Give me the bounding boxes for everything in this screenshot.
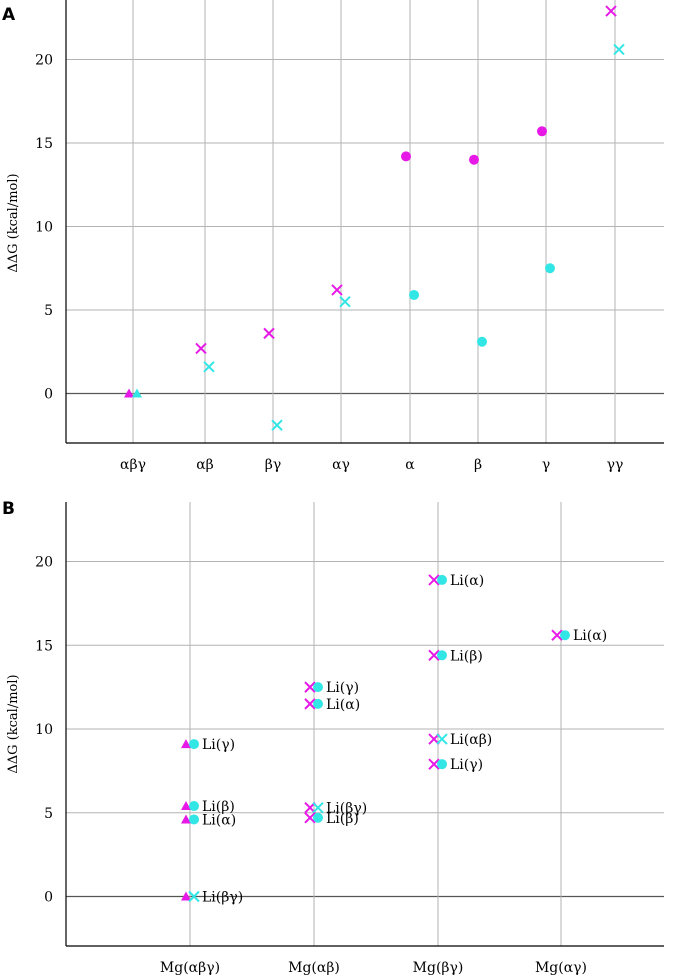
panel-b-label: B — [2, 499, 15, 519]
x-tick-label: γ — [542, 457, 550, 473]
point-label: Li(β) — [326, 811, 359, 827]
point-x-magenta — [428, 758, 440, 770]
point-circle-cyan — [560, 630, 570, 641]
point-x-magenta — [331, 284, 343, 296]
panel-a-y-ticks: 0 5 10 15 20 — [35, 53, 53, 403]
point-x-magenta — [605, 5, 617, 17]
point-x-cyan — [436, 733, 448, 745]
point-label: Li(β) — [202, 799, 235, 815]
x-tick-label: Mg(αβγ) — [160, 960, 220, 976]
point-label: Li(βγ) — [202, 890, 243, 906]
point-circle-cyan — [477, 336, 487, 347]
x-tick-label: Mg(αβ) — [288, 960, 340, 976]
point-circle-cyan — [437, 759, 447, 770]
panel-b-grid — [66, 502, 664, 946]
y-tick-label: 10 — [35, 220, 53, 236]
y-tick-label: 0 — [44, 387, 53, 403]
point-x-cyan — [188, 890, 200, 903]
point-circle-cyan — [313, 812, 323, 823]
x-tick-label: αβγ — [120, 457, 146, 473]
x-tick-label: β — [474, 457, 482, 473]
y-tick-label: 5 — [44, 806, 53, 822]
point-x-magenta — [304, 698, 316, 710]
point-label: Li(βγ) — [326, 801, 367, 817]
point-x-magenta — [263, 327, 275, 340]
point-circle-cyan — [189, 739, 199, 750]
point-label: Li(α) — [573, 628, 607, 644]
point-triangle-magenta — [181, 814, 191, 824]
x-tick-label: α — [405, 457, 415, 473]
point-x-magenta — [195, 342, 207, 355]
point-label: Li(α) — [202, 812, 236, 828]
x-tick-label: αβ — [196, 457, 214, 473]
panel-a-axes — [65, 0, 664, 444]
point-triangle-cyan — [132, 388, 142, 398]
y-tick-label: 15 — [35, 638, 53, 654]
panel-b-points: Li(γ)Li(β)Li(α)Li(βγ)Li(γ)Li(α)Li(βγ)Li(… — [181, 573, 607, 906]
point-circle-cyan — [409, 289, 419, 300]
point-x-magenta — [304, 681, 316, 693]
point-x-magenta — [304, 812, 316, 824]
point-circle-cyan — [189, 801, 199, 812]
x-tick-label: Mg(αγ) — [535, 960, 587, 976]
point-triangle-magenta — [181, 801, 191, 811]
panel-b-y-axis-title: ΔΔG (kcal/mol) — [6, 674, 21, 773]
panel-a-points — [124, 5, 625, 431]
point-label: Li(α) — [326, 697, 360, 713]
panel-b-x-ticks: Mg(αβγ) Mg(αβ) Mg(βγ) Mg(αγ) — [160, 960, 587, 976]
point-label: Li(γ) — [326, 680, 359, 696]
point-x-magenta — [428, 574, 440, 586]
point-x-magenta — [551, 629, 563, 641]
x-tick-label: βγ — [265, 457, 281, 473]
point-x-cyan — [203, 361, 215, 373]
point-triangle-magenta — [181, 891, 191, 901]
point-circle-cyan — [437, 574, 447, 585]
point-x-magenta — [428, 649, 440, 662]
point-x-cyan — [339, 295, 351, 308]
panel-a-label: A — [2, 5, 16, 25]
panel-a-y-axis-title: ΔΔG (kcal/mol) — [6, 173, 21, 272]
point-label: Li(γ) — [202, 737, 235, 753]
x-tick-label: αγ — [332, 457, 350, 473]
y-tick-label: 15 — [35, 136, 53, 152]
point-x-cyan — [613, 43, 625, 56]
point-label: Li(α) — [450, 573, 484, 589]
panel-b-axes — [65, 502, 664, 947]
point-circle-cyan — [313, 698, 323, 709]
point-label: Li(β) — [450, 648, 483, 664]
point-triangle-magenta — [181, 739, 191, 749]
point-triangle-magenta — [124, 388, 134, 398]
y-tick-label: 5 — [44, 303, 53, 319]
panel-b: B 0 5 10 15 20 Mg(αβγ) Mg(αβ) Mg(βγ) Mg(αγ) Li(… — [2, 499, 664, 976]
y-tick-label: 20 — [35, 555, 53, 571]
y-tick-label: 10 — [35, 722, 53, 738]
panel-b-y-ticks: 0 5 10 15 20 — [35, 555, 53, 906]
x-tick-label: Mg(βγ) — [413, 960, 464, 976]
point-circle-cyan — [545, 263, 555, 274]
point-circle-cyan — [313, 682, 323, 693]
point-label: Li(αβ) — [450, 732, 492, 748]
panel-a-x-ticks: αβγ αβ βγ αγ α β γ γγ — [120, 457, 623, 473]
point-circle-magenta — [469, 154, 479, 165]
y-tick-label: 0 — [44, 890, 53, 906]
point-x-cyan — [312, 802, 324, 814]
point-circle-cyan — [189, 814, 199, 825]
x-tick-label: γγ — [607, 457, 624, 473]
point-circle-magenta — [537, 126, 547, 137]
point-label: Li(γ) — [450, 757, 483, 773]
y-tick-label: 20 — [35, 53, 53, 69]
point-circle-magenta — [401, 151, 411, 162]
point-x-cyan — [271, 419, 283, 431]
panel-a-grid — [66, 0, 664, 443]
point-circle-cyan — [437, 650, 447, 661]
